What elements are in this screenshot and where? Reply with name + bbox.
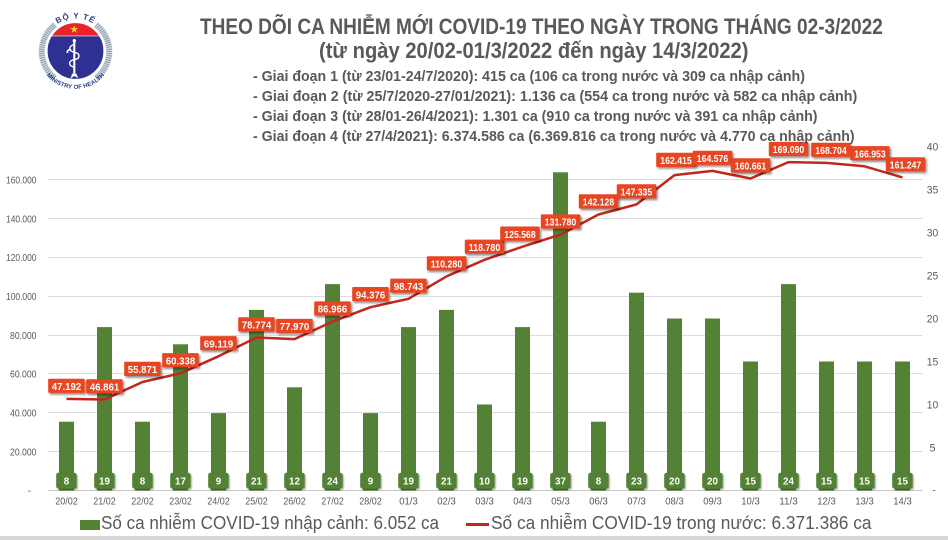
svg-text:20: 20 [927,313,939,325]
svg-text:15: 15 [745,476,756,487]
svg-text:9: 9 [216,476,222,487]
svg-text:15: 15 [897,476,908,487]
svg-text:162.415: 162.415 [660,156,692,167]
svg-text:27/02: 27/02 [321,497,344,508]
svg-text:8: 8 [64,476,70,487]
svg-text:118.780: 118.780 [469,243,501,254]
svg-text:166.953: 166.953 [854,149,886,160]
svg-text:120.000: 120.000 [6,253,37,264]
svg-text:21/02: 21/02 [93,497,116,508]
svg-text:26/02: 26/02 [283,497,306,508]
svg-text:20: 20 [669,476,680,487]
svg-text:25/02: 25/02 [245,497,268,508]
svg-text:17: 17 [175,476,186,487]
svg-text:55.871: 55.871 [128,365,158,376]
svg-text:19: 19 [517,476,528,487]
svg-text:23/02: 23/02 [169,497,192,508]
svg-text:161.247: 161.247 [890,161,922,172]
svg-text:37: 37 [555,476,566,487]
svg-text:23: 23 [631,476,642,487]
svg-text:100.000: 100.000 [6,292,37,303]
svg-text:30: 30 [927,227,939,239]
svg-text:125.568: 125.568 [504,230,536,241]
svg-text:160.661: 160.661 [735,162,767,173]
svg-text:5: 5 [929,442,935,454]
svg-text:20.000: 20.000 [10,447,37,458]
svg-text:24: 24 [327,476,338,487]
svg-text:21: 21 [441,476,452,487]
svg-text:02/3: 02/3 [437,497,456,508]
svg-text:69.119: 69.119 [204,339,234,350]
svg-text:169.090: 169.090 [773,145,805,156]
svg-text:147.335: 147.335 [621,188,653,199]
svg-text:11/3: 11/3 [779,497,798,508]
svg-text:09/3: 09/3 [703,497,722,508]
svg-text:04/3: 04/3 [513,497,532,508]
svg-text:8: 8 [140,476,146,487]
svg-text:160.000: 160.000 [6,176,37,187]
svg-text:60.338: 60.338 [166,356,196,367]
svg-text:10: 10 [479,476,490,487]
svg-text:08/3: 08/3 [665,497,684,508]
svg-text:140.000: 140.000 [6,214,37,225]
svg-text:06/3: 06/3 [589,497,608,508]
svg-text:86.966: 86.966 [318,305,348,316]
svg-text:15: 15 [859,476,870,487]
svg-text:40: 40 [927,141,939,153]
svg-text:01/3: 01/3 [399,497,418,508]
svg-text:131.780: 131.780 [545,218,577,229]
svg-text:77.970: 77.970 [280,322,310,333]
svg-text:35: 35 [927,184,939,196]
svg-text:9: 9 [368,476,374,487]
svg-text:24: 24 [783,476,794,487]
svg-text:-: - [28,486,31,497]
svg-text:20: 20 [707,476,718,487]
svg-text:46.861: 46.861 [90,383,120,394]
svg-text:28/02: 28/02 [359,497,382,508]
svg-text:19: 19 [403,476,414,487]
svg-text:80.000: 80.000 [10,331,37,342]
svg-text:142.128: 142.128 [583,198,615,209]
svg-text:10/3: 10/3 [741,497,760,508]
svg-text:21: 21 [251,476,262,487]
svg-text:14/3: 14/3 [893,497,912,508]
svg-text:168.704: 168.704 [815,146,847,157]
svg-text:40.000: 40.000 [10,409,37,420]
svg-text:47.192: 47.192 [52,382,82,393]
svg-text:22/02: 22/02 [131,497,154,508]
svg-text:60.000: 60.000 [10,370,37,381]
svg-text:25: 25 [927,270,939,282]
svg-text:24/02: 24/02 [207,497,230,508]
svg-text:15: 15 [821,476,832,487]
svg-text:13/3: 13/3 [855,497,874,508]
svg-text:03/3: 03/3 [475,497,494,508]
svg-text:8: 8 [596,476,602,487]
svg-text:05/3: 05/3 [551,497,570,508]
svg-text:110.280: 110.280 [431,260,463,271]
svg-text:10: 10 [927,399,939,411]
svg-text:07/3: 07/3 [627,497,646,508]
svg-text:164.576: 164.576 [697,154,729,165]
svg-text:BỘ Y TẾ: BỘ Y TẾ [54,11,97,25]
svg-text:12/3: 12/3 [817,497,836,508]
svg-text:94.376: 94.376 [356,290,386,301]
svg-text:78.774: 78.774 [242,321,272,332]
svg-text:15: 15 [927,356,939,368]
svg-text:20/02: 20/02 [55,497,78,508]
svg-text:98.743: 98.743 [394,282,424,293]
svg-text:-: - [932,486,935,497]
svg-text:19: 19 [99,476,110,487]
svg-text:12: 12 [289,476,300,487]
